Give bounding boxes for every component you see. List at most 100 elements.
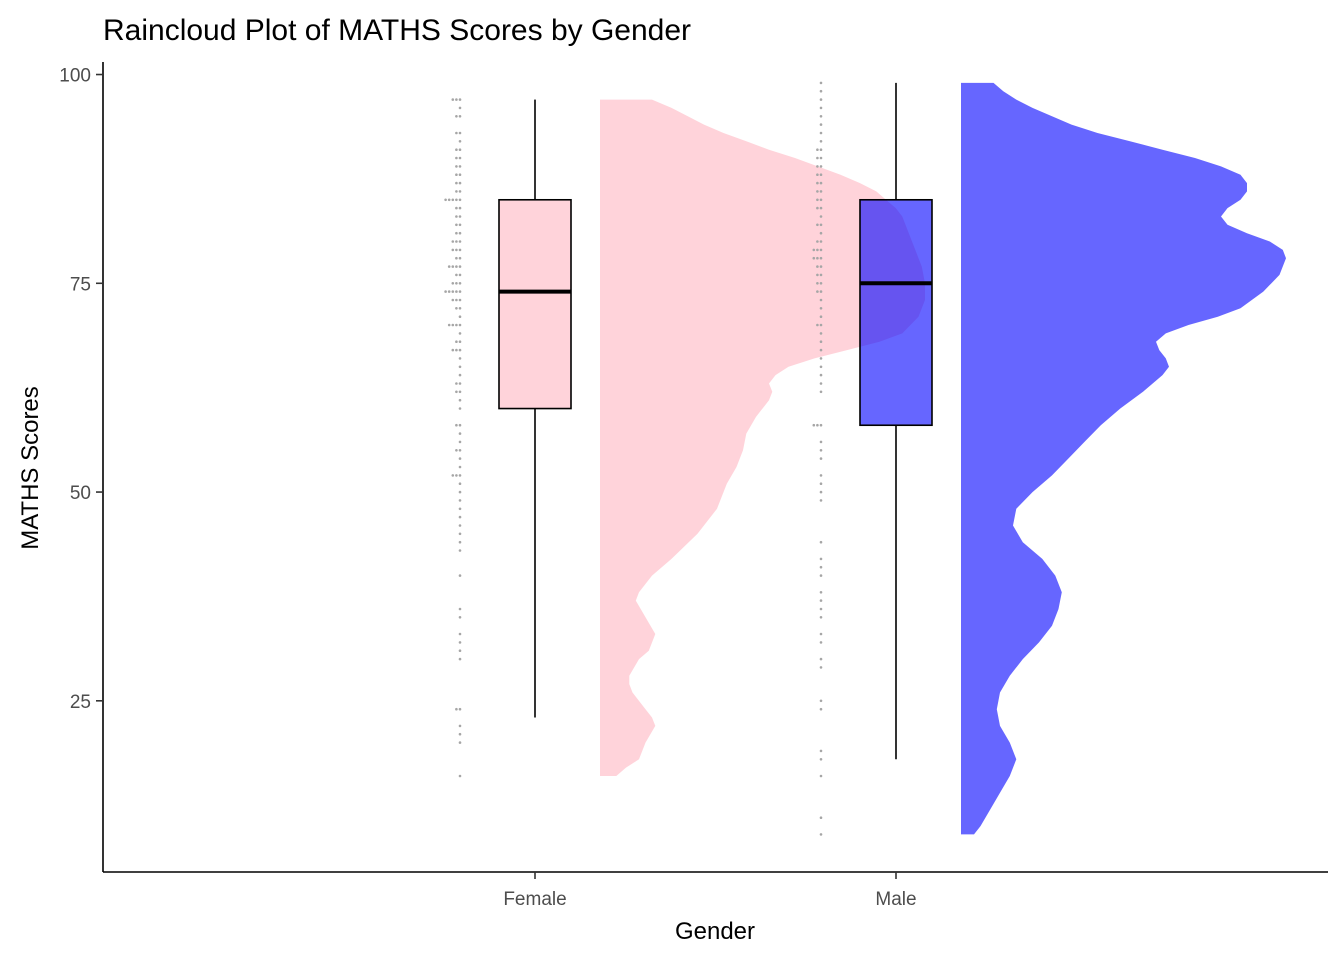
- male-data-point: [819, 490, 823, 494]
- female-data-point: [458, 382, 462, 385]
- male-data-point: [816, 165, 819, 168]
- female-data-point: [458, 724, 462, 728]
- male-data-point: [819, 140, 823, 143]
- female-data-point: [458, 140, 462, 143]
- female-data-point: [458, 181, 462, 185]
- male-data-point: [819, 816, 823, 819]
- male-data-point: [819, 248, 823, 252]
- female-data-point: [458, 507, 462, 511]
- male-data-point: [816, 273, 819, 277]
- female-data-point: [455, 265, 458, 268]
- female-data-point: [458, 432, 462, 435]
- male-data-point: [819, 599, 823, 602]
- female-data-point: [458, 524, 462, 527]
- male-data-point: [819, 323, 823, 327]
- male-data-point: [819, 340, 823, 344]
- female-data-point: [458, 607, 462, 611]
- male-data-point: [819, 223, 823, 227]
- male-data-point: [819, 499, 823, 502]
- female-data-point: [458, 348, 462, 352]
- female-data-point: [458, 265, 462, 268]
- female-data-point: [444, 290, 447, 293]
- points-layer: [444, 81, 823, 836]
- male-data-point: [819, 457, 823, 460]
- female-data-point: [447, 198, 451, 202]
- male-data-point: [819, 616, 823, 619]
- female-data-point: [451, 98, 455, 101]
- female-data-point: [455, 165, 458, 168]
- male-data-point: [819, 173, 823, 176]
- female-data-point: [458, 248, 462, 252]
- male-data-point: [816, 181, 819, 185]
- male-data-point: [816, 323, 819, 327]
- male-data-point: [812, 423, 816, 427]
- female-data-point: [458, 198, 462, 202]
- male-data-point: [819, 181, 823, 185]
- female-data-point: [455, 323, 458, 327]
- female-data-point: [458, 256, 462, 260]
- female-data-point: [458, 365, 462, 369]
- female-data-point: [458, 465, 462, 469]
- male-data-point: [819, 198, 823, 202]
- female-data-point: [458, 115, 462, 118]
- female-data-point: [458, 390, 462, 394]
- x-axis-title: Gender: [675, 918, 755, 945]
- male-data-point: [819, 382, 823, 385]
- male-data-point: [816, 265, 819, 268]
- female-data-point: [458, 457, 462, 460]
- y-tick-label-50: 50: [70, 483, 91, 504]
- female-data-point: [455, 423, 458, 427]
- male-data-point: [819, 474, 823, 477]
- female-data-point: [458, 423, 462, 427]
- x-tick-label-male: Male: [875, 889, 916, 910]
- male-data-point: [812, 256, 816, 260]
- female-data-point: [458, 499, 462, 502]
- male-data-point: [819, 290, 823, 293]
- male-data-point: [819, 98, 823, 101]
- female-data-point: [455, 290, 458, 293]
- female-data-point: [451, 265, 455, 268]
- female-data-point: [458, 273, 462, 277]
- male-data-point: [816, 423, 819, 427]
- male-data-point: [812, 248, 816, 252]
- male-data-point: [819, 666, 823, 669]
- female-data-point: [455, 131, 458, 135]
- male-data-point: [819, 591, 823, 594]
- density-layer: [600, 82, 1286, 835]
- male-data-point: [816, 240, 819, 243]
- female-data-point: [455, 390, 458, 394]
- male-data-point: [819, 298, 823, 302]
- male-data-point: [819, 215, 823, 218]
- female-data-point: [458, 148, 462, 151]
- male-data-point: [816, 290, 819, 293]
- female-data-point: [458, 532, 462, 536]
- male-data-point: [819, 123, 823, 126]
- male-data-point: [819, 282, 823, 285]
- female-data-point: [451, 348, 455, 352]
- female-data-point: [458, 307, 462, 310]
- female-data-point: [458, 98, 462, 101]
- chart-title: Raincloud Plot of MATHS Scores by Gender: [103, 14, 691, 47]
- male-data-point: [816, 148, 819, 151]
- male-data-point: [819, 440, 823, 444]
- female-data-point: [458, 774, 462, 778]
- female-data-point: [455, 215, 458, 218]
- female-data-point: [458, 657, 462, 661]
- female-data-point: [455, 340, 458, 344]
- female-data-point: [455, 707, 458, 711]
- female-data-point: [455, 273, 458, 277]
- male-data-point: [819, 231, 823, 235]
- female-data-point: [455, 98, 458, 101]
- female-data-point: [455, 449, 458, 452]
- female-data-point: [458, 398, 462, 402]
- male-data-point: [819, 240, 823, 243]
- male-data-point: [819, 148, 823, 151]
- male-data-point: [819, 607, 823, 611]
- female-box: [498, 198, 572, 410]
- x-ticks: Female Male: [503, 872, 917, 910]
- female-data-point: [458, 240, 462, 243]
- male-data-point: [819, 307, 823, 310]
- male-data-point: [819, 833, 823, 836]
- male-data-point: [819, 206, 823, 210]
- female-data-point: [458, 323, 462, 327]
